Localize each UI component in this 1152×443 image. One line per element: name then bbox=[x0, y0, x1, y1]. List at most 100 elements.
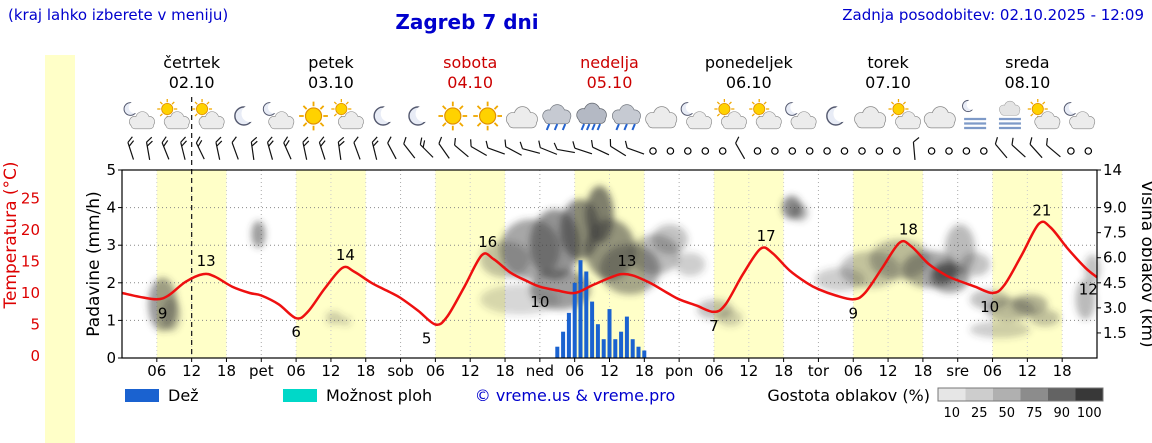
wind-barb bbox=[145, 136, 153, 160]
wind-barb bbox=[353, 136, 361, 160]
rain-legend-swatch bbox=[125, 389, 159, 402]
wind-barb bbox=[1046, 137, 1061, 158]
rain-bar bbox=[630, 339, 635, 358]
rain-bar bbox=[595, 324, 600, 358]
hour-tick-label: 06 bbox=[844, 362, 863, 380]
wind-barb bbox=[403, 136, 416, 159]
temp-value-label: 14 bbox=[336, 246, 355, 264]
wind-barb bbox=[127, 136, 135, 160]
temp-value-label: 16 bbox=[478, 233, 497, 251]
wind-barb bbox=[485, 140, 505, 155]
hour-tick-label: 06 bbox=[983, 362, 1002, 380]
day-name: ponedeljek bbox=[705, 53, 794, 72]
wind-barb bbox=[504, 139, 522, 156]
sun-cloud-icon bbox=[1027, 98, 1061, 130]
wind-barb bbox=[302, 136, 310, 160]
cloud-axis-tick: 1.5 bbox=[1103, 324, 1127, 342]
sun-icon bbox=[438, 101, 468, 131]
moon-icon bbox=[373, 106, 393, 126]
calm-marker bbox=[858, 147, 866, 155]
temp-axis-tick: 20 bbox=[21, 221, 40, 239]
precip-axis-label: Padavine (mm/h) bbox=[84, 191, 104, 336]
wind-barb bbox=[519, 141, 541, 154]
hour-tick-label: 18 bbox=[495, 362, 514, 380]
hour-tick-label: 18 bbox=[913, 362, 932, 380]
sun-icon bbox=[299, 101, 328, 131]
temp-value-label: 12 bbox=[1079, 280, 1098, 298]
sun-cloud-icon bbox=[749, 98, 782, 130]
calm-marker bbox=[823, 147, 831, 155]
wind-barb bbox=[454, 137, 469, 158]
calm-marker bbox=[805, 147, 814, 155]
calm-marker bbox=[1084, 147, 1093, 155]
day-date: 04.10 bbox=[447, 73, 493, 92]
hour-tick-label: 18 bbox=[217, 362, 236, 380]
wind-barb bbox=[318, 136, 326, 160]
heavy-rain-icon bbox=[576, 102, 607, 131]
day-date: 03.10 bbox=[308, 73, 354, 92]
hour-tick-label: 18 bbox=[356, 362, 375, 380]
density-segment bbox=[993, 388, 1021, 401]
calm-marker bbox=[701, 147, 710, 155]
precip-axis-tick: 1 bbox=[106, 311, 116, 329]
cloud-axis-tick: 9.0 bbox=[1103, 199, 1127, 217]
cloud-moon-icon bbox=[262, 102, 295, 130]
sun-cloud-icon bbox=[331, 98, 364, 130]
cloud-axis-tick: 3.0 bbox=[1103, 299, 1127, 317]
day-abbrev-label: sob bbox=[387, 362, 414, 380]
wind-barb bbox=[215, 136, 223, 160]
copyright-link[interactable]: © vreme.us & vreme.pro bbox=[475, 386, 676, 405]
density-segment bbox=[1075, 388, 1103, 401]
wind-barb bbox=[180, 136, 187, 160]
wind-row bbox=[127, 136, 1093, 161]
wind-barb bbox=[438, 136, 450, 159]
wind-barb bbox=[538, 140, 558, 155]
cloud-icon bbox=[854, 106, 887, 129]
temp-axis-tick: 25 bbox=[21, 190, 40, 208]
density-tick-label: 90 bbox=[1053, 406, 1070, 421]
calm-marker bbox=[1067, 147, 1075, 155]
rain-bar bbox=[636, 346, 641, 358]
temp-axis-label: Temperatura (°C) bbox=[1, 161, 21, 309]
day-date: 06.10 bbox=[726, 73, 772, 92]
cloud-moon-icon bbox=[123, 102, 155, 130]
calm-marker bbox=[945, 147, 953, 155]
temp-value-label: 6 bbox=[291, 323, 301, 341]
calm-marker bbox=[771, 147, 779, 155]
rain-bar bbox=[613, 339, 618, 358]
calm-marker bbox=[962, 147, 971, 155]
rain-bar bbox=[642, 350, 647, 358]
day-date: 08.10 bbox=[1004, 73, 1050, 92]
wind-barb bbox=[250, 136, 258, 160]
precip-axis-tick: 0 bbox=[106, 349, 116, 367]
density-segment bbox=[1048, 388, 1076, 401]
left-day-strip bbox=[45, 55, 75, 443]
temp-value-label: 13 bbox=[617, 252, 636, 270]
rain-bar bbox=[624, 316, 629, 358]
wind-barb bbox=[387, 136, 397, 160]
wind-barb bbox=[371, 136, 379, 160]
cloud-axis-tick: 7.5 bbox=[1103, 224, 1127, 242]
wind-barb bbox=[161, 136, 170, 160]
calm-marker bbox=[753, 147, 762, 155]
rain-bar bbox=[566, 312, 571, 358]
calm-marker bbox=[927, 147, 936, 155]
showers-legend-label: Možnost ploh bbox=[326, 386, 432, 405]
moon-icon bbox=[826, 106, 846, 126]
temp-axis-tick: 15 bbox=[21, 253, 40, 271]
calm-marker bbox=[666, 147, 675, 155]
cloud-axis-tick: 6.0 bbox=[1103, 249, 1127, 267]
hour-tick-label: 06 bbox=[704, 362, 723, 380]
density-tick-label: 10 bbox=[943, 406, 960, 421]
hour-tick-label: 12 bbox=[739, 362, 758, 380]
wind-barb bbox=[283, 136, 292, 160]
density-tick-label: 75 bbox=[1026, 406, 1043, 421]
sun-cloud-icon bbox=[888, 98, 921, 130]
sun-cloud-icon bbox=[157, 98, 190, 130]
calm-marker bbox=[718, 147, 727, 155]
rain-bars bbox=[555, 260, 647, 358]
cloud-icon bbox=[505, 106, 538, 129]
temperature-curve bbox=[121, 220, 1098, 326]
day-name: nedelja bbox=[580, 53, 639, 72]
rain-bar bbox=[578, 260, 583, 358]
